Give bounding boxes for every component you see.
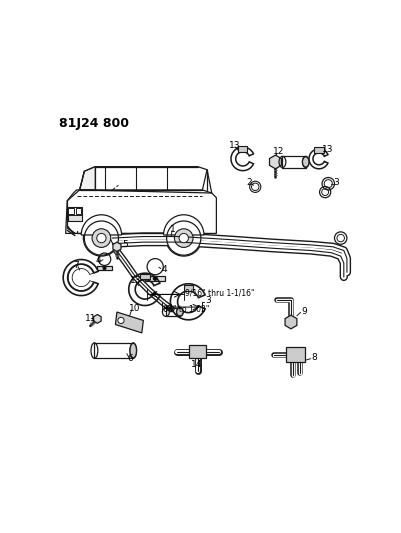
Text: 2: 2 [246,177,251,187]
Bar [184,285,193,290]
Bar [189,345,207,358]
Polygon shape [93,314,101,323]
Circle shape [92,229,111,247]
Bar [146,276,165,281]
Text: 9/16" thru 1-1/16": 9/16" thru 1-1/16" [185,288,255,297]
Text: 8: 8 [311,353,317,362]
Circle shape [179,233,188,243]
Text: 13: 13 [130,277,142,286]
Bar [314,147,324,152]
Circle shape [118,317,124,324]
Text: 10: 10 [130,304,141,313]
Text: 13: 13 [322,144,334,154]
Bar [68,215,82,221]
Bar [97,266,112,270]
Text: 3: 3 [205,296,211,305]
Text: 11: 11 [85,314,96,323]
Wedge shape [164,215,204,235]
Bar [68,207,82,221]
Text: 14: 14 [190,360,202,369]
Text: 12: 12 [273,147,285,156]
Polygon shape [115,312,144,333]
Ellipse shape [303,157,309,167]
Text: 81J24 800: 81J24 800 [59,117,130,130]
Circle shape [174,229,193,247]
Text: .84" to 1.03": .84" to 1.03" [161,305,210,314]
Circle shape [166,220,202,256]
Bar [140,274,150,279]
Bar [166,308,180,317]
Bar [282,156,306,167]
Text: 5: 5 [122,240,128,249]
Bar [68,208,74,214]
Circle shape [97,233,106,243]
Ellipse shape [130,343,136,358]
Circle shape [103,266,106,270]
Bar [286,348,305,362]
Text: 13: 13 [229,141,240,150]
Text: 4: 4 [96,256,101,265]
Text: 7: 7 [73,261,79,270]
Polygon shape [113,242,121,252]
Circle shape [83,220,119,256]
Text: 6: 6 [127,354,133,363]
Polygon shape [285,315,297,329]
Polygon shape [80,167,95,190]
Wedge shape [81,215,122,235]
Ellipse shape [177,308,183,316]
Text: 4: 4 [161,265,167,274]
Bar [238,146,247,151]
Bar [94,343,133,358]
Bar [76,208,81,214]
Circle shape [153,277,157,280]
Text: 9: 9 [301,306,307,316]
Text: 3: 3 [334,178,339,187]
Text: 1: 1 [170,225,176,234]
Polygon shape [269,155,282,169]
